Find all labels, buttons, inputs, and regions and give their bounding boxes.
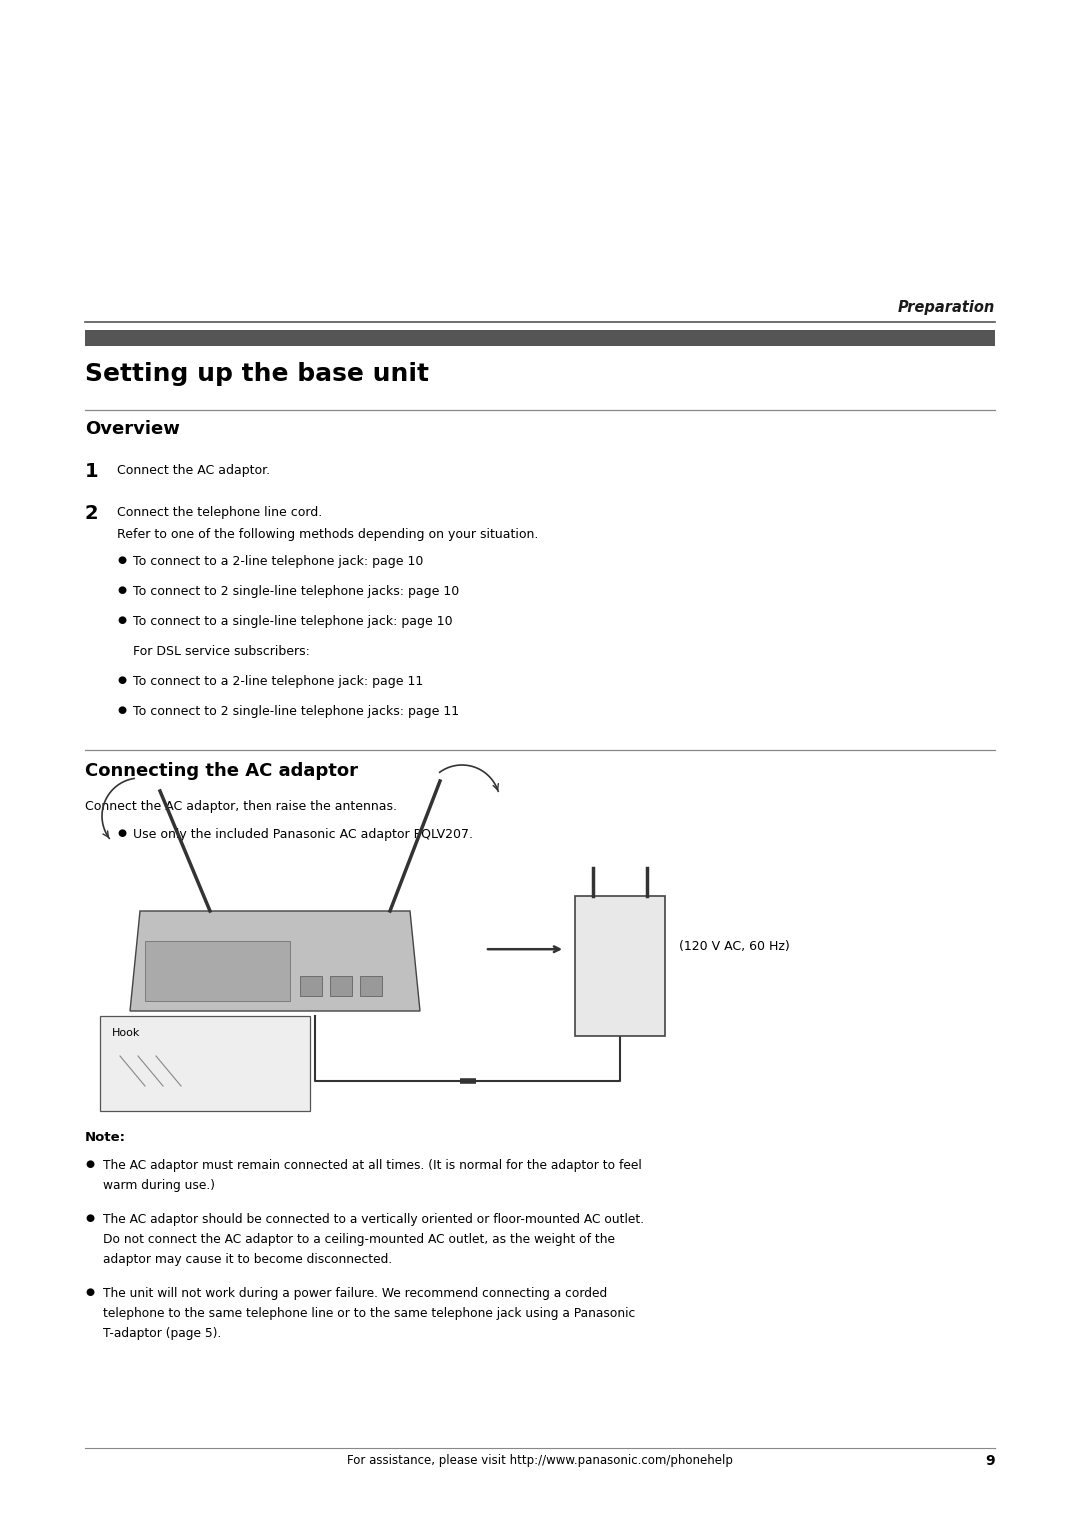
Bar xyxy=(330,976,352,996)
Text: Refer to one of the following methods depending on your situation.: Refer to one of the following methods de… xyxy=(117,529,538,541)
Bar xyxy=(145,941,291,1001)
Text: (120 V AC, 60 Hz): (120 V AC, 60 Hz) xyxy=(679,940,789,953)
Text: ●: ● xyxy=(117,828,126,837)
Text: The unit will not work during a power failure. We recommend connecting a corded: The unit will not work during a power fa… xyxy=(103,1287,607,1300)
Text: warm during use.): warm during use.) xyxy=(103,1180,215,1192)
Bar xyxy=(575,895,665,1036)
Bar xyxy=(360,976,382,996)
Text: telephone to the same telephone line or to the same telephone jack using a Panas: telephone to the same telephone line or … xyxy=(103,1306,635,1320)
Text: T-adaptor (page 5).: T-adaptor (page 5). xyxy=(103,1326,221,1340)
Text: ●: ● xyxy=(117,675,126,685)
Text: Overview: Overview xyxy=(85,420,180,439)
Text: Note:: Note: xyxy=(85,1131,126,1144)
Text: The AC adaptor must remain connected at all times. (It is normal for the adaptor: The AC adaptor must remain connected at … xyxy=(103,1160,642,1172)
Text: ●: ● xyxy=(117,614,126,625)
Text: ●: ● xyxy=(85,1287,94,1297)
Text: The AC adaptor should be connected to a vertically oriented or floor-mounted AC : The AC adaptor should be connected to a … xyxy=(103,1213,644,1225)
Text: For DSL service subscribers:: For DSL service subscribers: xyxy=(133,645,310,659)
Text: Setting up the base unit: Setting up the base unit xyxy=(85,362,429,387)
Text: Do not connect the AC adaptor to a ceiling-mounted AC outlet, as the weight of t: Do not connect the AC adaptor to a ceili… xyxy=(103,1233,615,1245)
Text: To connect to a 2-line telephone jack: page 10: To connect to a 2-line telephone jack: p… xyxy=(133,555,423,568)
Text: adaptor may cause it to become disconnected.: adaptor may cause it to become disconnec… xyxy=(103,1253,392,1267)
Text: ●: ● xyxy=(85,1160,94,1169)
Text: Hook: Hook xyxy=(112,1028,140,1038)
Text: For assistance, please visit http://www.panasonic.com/phonehelp: For assistance, please visit http://www.… xyxy=(347,1455,733,1467)
Bar xyxy=(100,1016,310,1111)
Text: Use only the included Panasonic AC adaptor PQLV207.: Use only the included Panasonic AC adapt… xyxy=(133,828,473,840)
Text: ●: ● xyxy=(117,555,126,565)
Text: ●: ● xyxy=(117,585,126,594)
Text: To connect to 2 single-line telephone jacks: page 11: To connect to 2 single-line telephone ja… xyxy=(133,704,459,718)
Text: ●: ● xyxy=(117,704,126,715)
Polygon shape xyxy=(130,911,420,1012)
Text: ●: ● xyxy=(85,1213,94,1222)
Text: 9: 9 xyxy=(985,1455,995,1468)
Bar xyxy=(300,976,322,996)
Text: Connect the AC adaptor, then raise the antennas.: Connect the AC adaptor, then raise the a… xyxy=(85,801,397,813)
Text: Connect the telephone line cord.: Connect the telephone line cord. xyxy=(117,506,322,520)
Text: To connect to 2 single-line telephone jacks: page 10: To connect to 2 single-line telephone ja… xyxy=(133,585,459,597)
Text: Connect the AC adaptor.: Connect the AC adaptor. xyxy=(117,465,270,477)
Bar xyxy=(85,330,995,345)
Text: Connecting the AC adaptor: Connecting the AC adaptor xyxy=(85,762,357,779)
Text: To connect to a single-line telephone jack: page 10: To connect to a single-line telephone ja… xyxy=(133,614,453,628)
Text: 1: 1 xyxy=(85,461,98,481)
Text: Preparation: Preparation xyxy=(897,299,995,315)
Text: 2: 2 xyxy=(85,504,98,523)
Text: To connect to a 2-line telephone jack: page 11: To connect to a 2-line telephone jack: p… xyxy=(133,675,423,688)
